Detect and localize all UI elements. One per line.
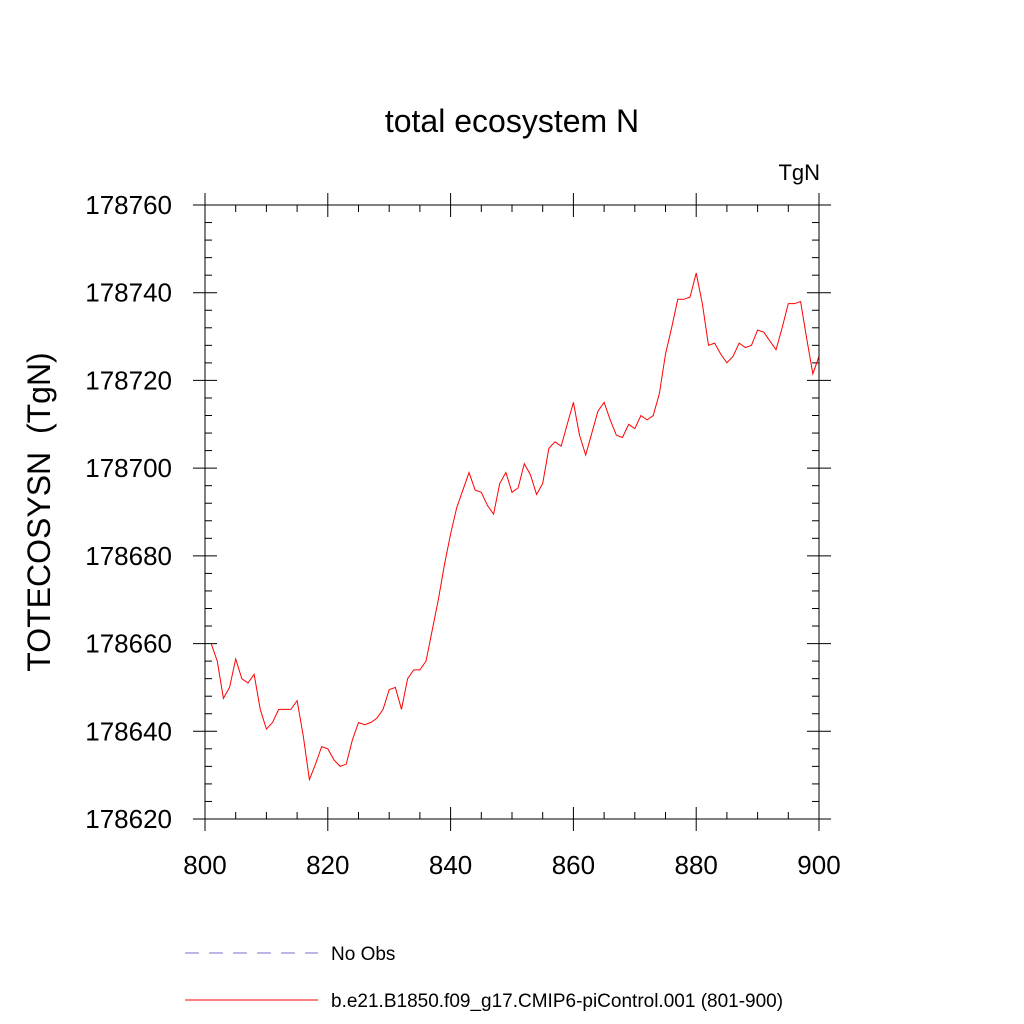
y-tick-labels: 178620 178640 178660 178680 178700 178720 1787…: [85, 190, 172, 834]
x-tick-label: 820: [306, 850, 349, 880]
series-layer: [210, 272, 820, 782]
y-tick-label: 178660: [85, 629, 172, 659]
x-tick-label: 840: [429, 850, 472, 880]
y-tick-label: 178760: [85, 190, 172, 220]
x-tick-label: 860: [552, 850, 595, 880]
y-tick-label: 178700: [85, 453, 172, 483]
x-tick-labels: 800 820 840 860 880 900: [183, 850, 840, 880]
x-tick-label: 800: [183, 850, 226, 880]
y-axis-label: TOTECOSYSN (TgN): [21, 352, 57, 671]
x-tick-label: 900: [797, 850, 840, 880]
legend-label-control-run: b.e21.B1850.f09_g17.CMIP6-piControl.001 …: [331, 991, 783, 1012]
chart-title: total ecosystem N: [385, 103, 639, 139]
units-label: TgN: [778, 160, 820, 185]
legend: No Obs b.e21.B1850.f09_g17.CMIP6-piContr…: [185, 944, 783, 1012]
legend-label-no-obs: No Obs: [331, 944, 395, 965]
y-tick-label: 178740: [85, 278, 172, 308]
plot-frame: [204, 204, 820, 820]
axis-ticks: [193, 193, 831, 831]
y-tick-label: 178680: [85, 541, 172, 571]
y-tick-label: 178620: [85, 804, 172, 834]
x-tick-label: 880: [675, 850, 718, 880]
y-tick-label: 178640: [85, 716, 172, 746]
y-tick-label: 178720: [85, 365, 172, 395]
series-line-0: [210, 272, 820, 782]
